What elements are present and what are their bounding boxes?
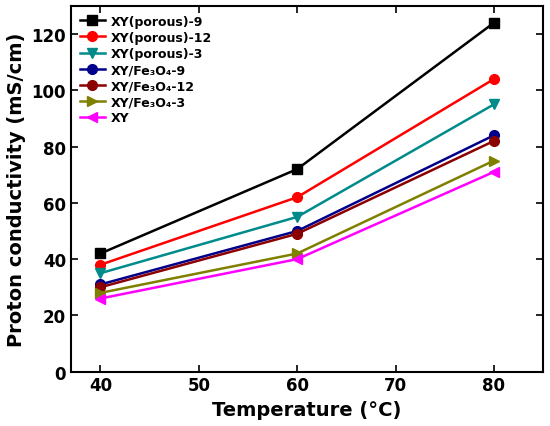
XY(porous)-3 (294, 215, 300, 220)
XY (491, 170, 497, 175)
XY/Fe₃O₄-12 (491, 139, 497, 144)
XY (97, 296, 104, 301)
XY(porous)-12 (97, 262, 104, 268)
XY/Fe₃O₄-3 (491, 159, 497, 164)
XY(porous)-12 (294, 195, 300, 200)
XY(porous)-3 (491, 103, 497, 108)
Line: XY/Fe₃O₄-9: XY/Fe₃O₄-9 (96, 131, 499, 290)
XY/Fe₃O₄-12 (97, 285, 104, 290)
XY(porous)-9 (294, 167, 300, 172)
Legend: XY(porous)-9, XY(porous)-12, XY(porous)-3, XY/Fe₃O₄-9, XY/Fe₃O₄-12, XY/Fe₃O₄-3, : XY(porous)-9, XY(porous)-12, XY(porous)-… (77, 13, 214, 128)
Line: XY(porous)-9: XY(porous)-9 (96, 19, 499, 259)
XY(porous)-3 (97, 271, 104, 276)
XY (294, 257, 300, 262)
Line: XY/Fe₃O₄-3: XY/Fe₃O₄-3 (96, 156, 499, 298)
XY(porous)-12 (491, 78, 497, 83)
Line: XY(porous)-12: XY(porous)-12 (96, 75, 499, 270)
Line: XY(porous)-3: XY(porous)-3 (96, 100, 499, 278)
XY(porous)-9 (97, 251, 104, 256)
XY(porous)-9 (491, 21, 497, 26)
XY/Fe₃O₄-12 (294, 232, 300, 237)
XY/Fe₃O₄-9 (97, 282, 104, 287)
Y-axis label: Proton conductivity (mS/cm): Proton conductivity (mS/cm) (7, 32, 26, 346)
XY/Fe₃O₄-9 (294, 229, 300, 234)
XY/Fe₃O₄-3 (97, 291, 104, 296)
X-axis label: Temperature (°C): Temperature (°C) (212, 400, 402, 419)
XY/Fe₃O₄-9 (491, 133, 497, 138)
Line: XY: XY (96, 168, 499, 304)
XY/Fe₃O₄-3 (294, 251, 300, 256)
Line: XY/Fe₃O₄-12: XY/Fe₃O₄-12 (96, 137, 499, 292)
